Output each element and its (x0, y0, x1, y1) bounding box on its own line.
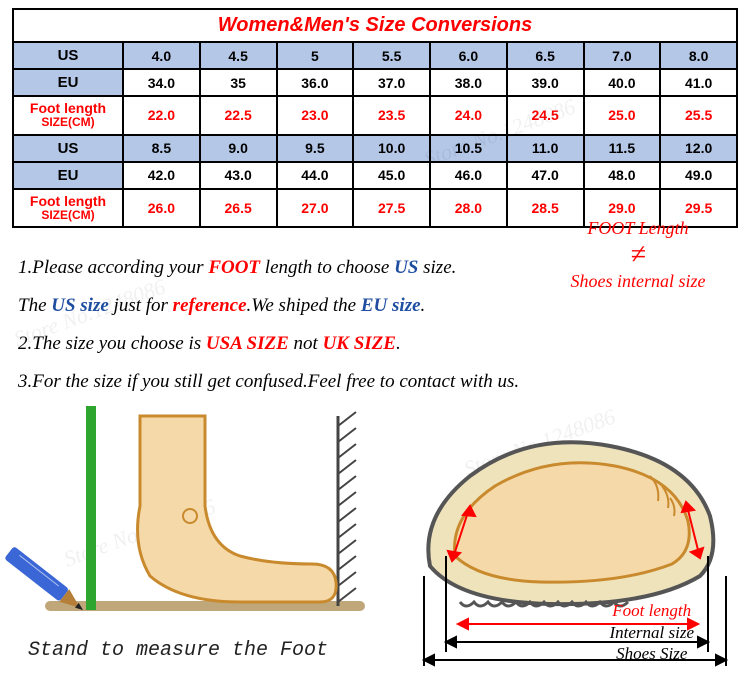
cell: 27.0 (277, 189, 354, 228)
label-eu: EU (13, 69, 123, 96)
cell: 40.0 (584, 69, 661, 96)
cell: 44.0 (277, 162, 354, 189)
cell: 4.5 (200, 42, 277, 69)
size-conversion-table: Women&Men's Size Conversions US 4.0 4.5 … (12, 8, 738, 228)
label-foot: Foot lengthSIZE(CM) (13, 96, 123, 135)
label-us: US (13, 42, 123, 69)
cell: 48.0 (584, 162, 661, 189)
cell: 23.0 (277, 96, 354, 135)
cell: 5 (277, 42, 354, 69)
side-bottom: Shoes internal size (548, 271, 728, 292)
label-us: US (13, 135, 123, 162)
cell: 11.0 (507, 135, 584, 162)
cell: 12.0 (660, 135, 737, 162)
illustrations: Stand to measure the Foot Foot length In… (0, 396, 750, 676)
cell: 36.0 (277, 69, 354, 96)
cell: 6.5 (507, 42, 584, 69)
foot-length-neq-note: FOOT Length ≠ Shoes internal size (548, 218, 728, 292)
cell: 10.5 (430, 135, 507, 162)
cell: 35 (200, 69, 277, 96)
note-2: 2.The size you choose is USA SIZE not UK… (18, 326, 730, 362)
cell: 11.5 (584, 135, 661, 162)
cell: 26.0 (123, 189, 200, 228)
cell: 8.5 (123, 135, 200, 162)
cell: 45.0 (353, 162, 430, 189)
label-foot: Foot lengthSIZE(CM) (13, 189, 123, 228)
cell: 34.0 (123, 69, 200, 96)
cell: 4.0 (123, 42, 200, 69)
cell: 6.0 (430, 42, 507, 69)
cell: 46.0 (430, 162, 507, 189)
cell: 22.5 (200, 96, 277, 135)
cell: 41.0 (660, 69, 737, 96)
left-diagram (4, 406, 360, 616)
row-eu-2: EU 42.0 43.0 44.0 45.0 46.0 47.0 48.0 49… (13, 162, 737, 189)
cell: 42.0 (123, 162, 200, 189)
cell: 9.0 (200, 135, 277, 162)
table-title: Women&Men's Size Conversions (13, 9, 737, 42)
label-eu: EU (13, 162, 123, 189)
cell: 43.0 (200, 162, 277, 189)
cell: 24.0 (430, 96, 507, 135)
not-equal-icon: ≠ (548, 241, 728, 269)
cell: 27.5 (353, 189, 430, 228)
cell: 9.5 (277, 135, 354, 162)
cell: 25.0 (584, 96, 661, 135)
caption-stand-measure: Stand to measure the Foot (28, 639, 328, 662)
label-internal-size: Internal size (609, 622, 694, 643)
cell: 26.5 (200, 189, 277, 228)
cell: 24.5 (507, 96, 584, 135)
row-us-2: US 8.5 9.0 9.5 10.0 10.5 11.0 11.5 12.0 (13, 135, 737, 162)
cell: 49.0 (660, 162, 737, 189)
cell: 8.0 (660, 42, 737, 69)
right-diagram-labels: Foot length Internal size Shoes Size (609, 600, 694, 664)
cell: 37.0 (353, 69, 430, 96)
size-table-container: Women&Men's Size Conversions US 4.0 4.5 … (0, 0, 750, 232)
row-foot-1: Foot lengthSIZE(CM) 22.0 22.5 23.0 23.5 … (13, 96, 737, 135)
cell: 22.0 (123, 96, 200, 135)
cell: 47.0 (507, 162, 584, 189)
cell: 25.5 (660, 96, 737, 135)
cell: 7.0 (584, 42, 661, 69)
side-top: FOOT Length (548, 218, 728, 239)
cell: 39.0 (507, 69, 584, 96)
label-shoes-size: Shoes Size (609, 643, 694, 664)
cell: 5.5 (353, 42, 430, 69)
label-foot-length: Foot length (609, 600, 694, 621)
cell: 10.0 (353, 135, 430, 162)
cell: 38.0 (430, 69, 507, 96)
row-eu-1: EU 34.0 35 36.0 37.0 38.0 39.0 40.0 41.0 (13, 69, 737, 96)
cell: 28.0 (430, 189, 507, 228)
cell: 23.5 (353, 96, 430, 135)
note-1b: The US size just for reference.We shiped… (18, 288, 730, 324)
row-us-1: US 4.0 4.5 5 5.5 6.0 6.5 7.0 8.0 (13, 42, 737, 69)
